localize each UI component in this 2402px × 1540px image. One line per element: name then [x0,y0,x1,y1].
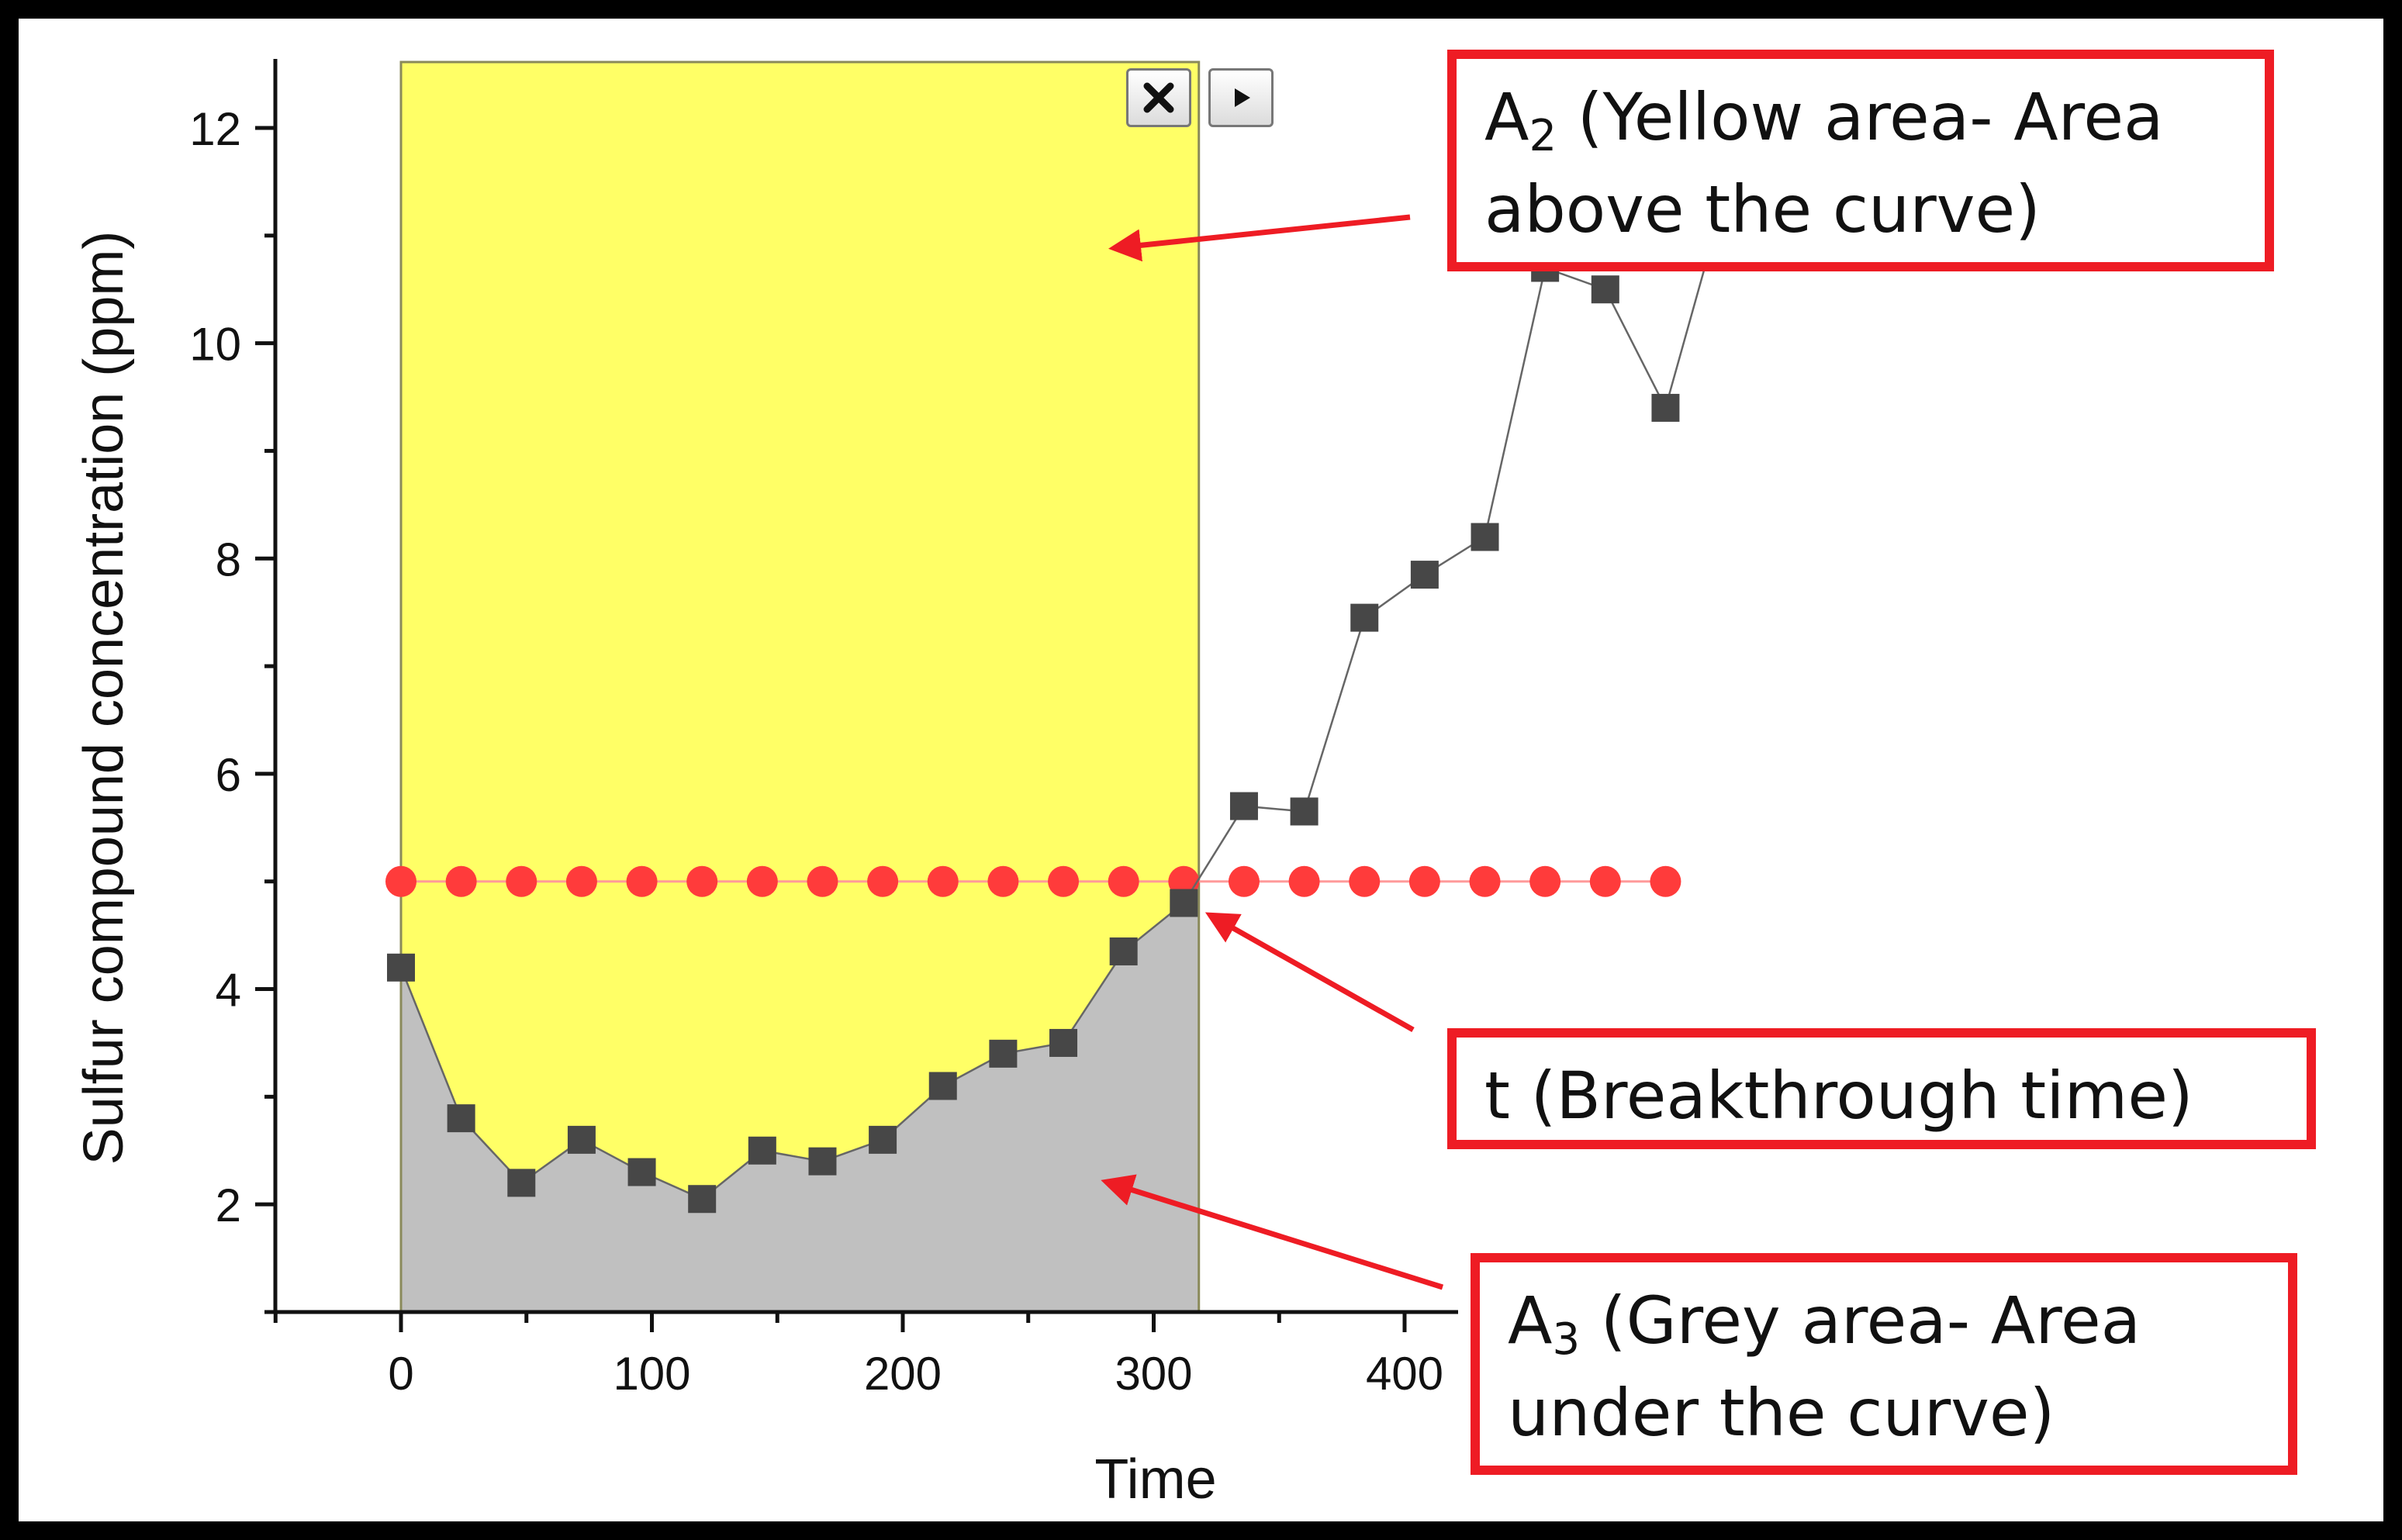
threshold-point [1349,865,1381,897]
threshold-point [1108,865,1139,897]
callout-a2-symbol: A [1484,79,1529,155]
concentration-point [387,953,415,982]
threshold-point [1589,865,1621,897]
concentration-point [1350,603,1379,632]
callout-a3-subscript: 3 [1552,1314,1581,1365]
threshold-point [1408,865,1440,897]
callout-a2-line1: (Yellow area- Area [1557,79,2164,155]
threshold-point [1048,865,1080,897]
threshold-point [746,865,778,897]
play-icon [1235,88,1250,107]
x-tick-label: 200 [864,1348,942,1400]
concentration-point [1170,889,1198,917]
shaded-region-a2 [401,62,1199,1200]
threshold-point [807,865,838,897]
arrow-a2 [1108,214,1411,262]
x-tick-label: 400 [1366,1348,1443,1400]
concentration-point [1410,561,1439,589]
concentration-point [1049,1028,1078,1057]
x-tick-label: 300 [1115,1348,1192,1400]
y-tick-label: 2 [216,1179,241,1231]
threshold-point [927,865,959,897]
concentration-point [1651,393,1680,422]
threshold-point [626,865,658,897]
concentration-point [1229,792,1258,820]
concentration-point [1591,275,1619,304]
concentration-point [627,1158,656,1186]
callout-a2-line2: above the curve) [1484,171,2041,248]
close-button[interactable] [1126,68,1191,127]
threshold-point [1650,865,1681,897]
concentration-point [928,1072,957,1100]
arrow-breakthrough [1204,912,1415,1033]
y-tick-label: 10 [189,319,241,371]
concentration-point [1290,797,1319,826]
arrow-a3 [1101,1174,1444,1290]
callout-t-text: t (Breakthrough time) [1484,1058,2193,1134]
callout-a3-symbol: A [1508,1283,1553,1359]
threshold-point [385,865,416,897]
concentration-point [447,1104,475,1133]
callout-breakthrough-time: t (Breakthrough time) [1447,1028,2316,1149]
close-icon [1143,82,1174,113]
threshold-point [686,865,718,897]
callout-a3: A3 (Grey area- Area under the curve) [1471,1253,2297,1475]
y-tick-label: 6 [216,749,241,801]
callout-a3-line1: (Grey area- Area [1580,1283,2141,1359]
y-tick-label: 8 [216,533,241,585]
y-tick-label: 4 [216,965,241,1017]
threshold-point [445,865,477,897]
x-tick-label: 100 [613,1348,690,1400]
threshold-point [506,865,537,897]
concentration-point [989,1039,1018,1068]
threshold-point [565,865,597,897]
threshold-point [987,865,1019,897]
threshold-point [867,865,899,897]
x-axis-title: Time [1094,1448,1216,1511]
shaded-region-a3 [401,879,1199,1312]
concentration-point [1471,523,1499,551]
callout-a3-line2: under the curve) [1508,1375,2055,1452]
concentration-point [808,1147,837,1176]
concentration-point [507,1169,536,1197]
threshold-point [1228,865,1260,897]
callout-a2: A2 (Yellow area- Area above the curve) [1447,50,2274,271]
callout-a2-subscript: 2 [1529,111,1557,161]
concentration-point [567,1125,596,1154]
concentration-point [748,1136,776,1165]
y-axis-title: Sulfur compound concentration (ppm) [73,231,135,1165]
x-tick-label: 0 [388,1348,413,1400]
concentration-point [1109,937,1138,965]
concentration-point [869,1125,897,1154]
play-button[interactable] [1208,68,1274,127]
threshold-point [1469,865,1501,897]
y-tick-label: 12 [189,103,241,155]
concentration-point [688,1185,717,1214]
threshold-point [1529,865,1561,897]
threshold-point [1288,865,1320,897]
